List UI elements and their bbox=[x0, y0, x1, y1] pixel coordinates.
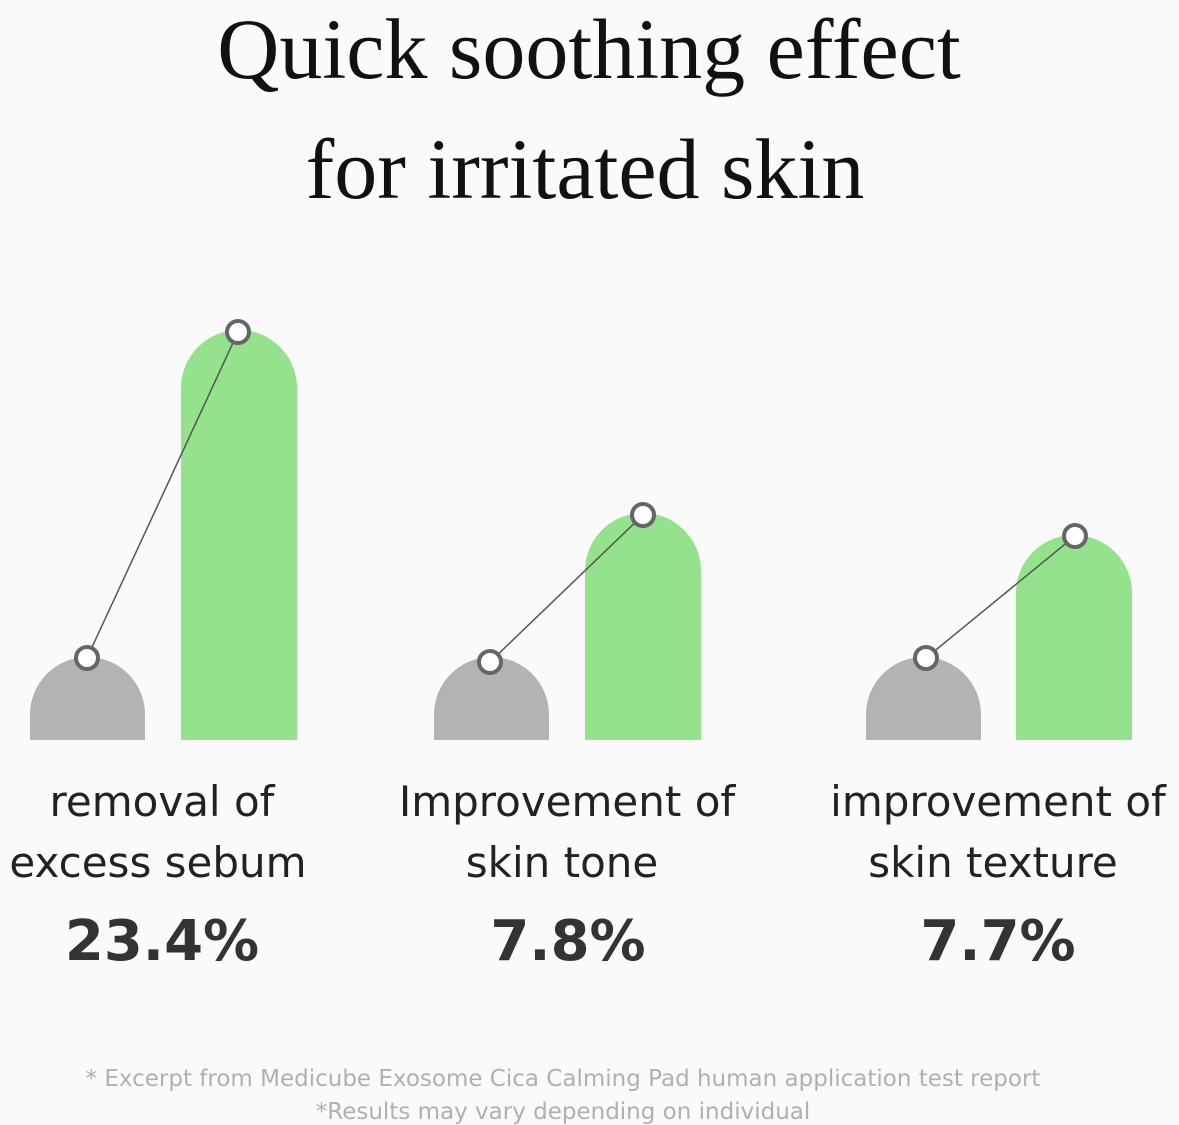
marker bbox=[477, 649, 503, 675]
connector bbox=[489, 514, 644, 663]
item-label: improvement of bbox=[830, 777, 1167, 826]
item-label: excess sebum bbox=[9, 838, 306, 887]
item-value: 7.7% bbox=[920, 909, 1075, 974]
item-label: skin texture bbox=[868, 838, 1118, 887]
marker bbox=[1062, 523, 1088, 549]
item-value: 7.8% bbox=[490, 909, 645, 974]
before-bar bbox=[434, 657, 549, 740]
item-label: Improvement of bbox=[399, 777, 737, 826]
connector bbox=[86, 331, 239, 659]
before-bar bbox=[866, 657, 981, 740]
title-line: for irritated skin bbox=[306, 121, 865, 217]
item-label: removal of bbox=[50, 777, 276, 826]
item-value: 23.4% bbox=[65, 909, 259, 974]
marker bbox=[913, 645, 939, 671]
footnote: *Results may vary depending on individua… bbox=[316, 1099, 811, 1125]
title-line: Quick soothing effect bbox=[217, 1, 961, 97]
before-bar bbox=[30, 657, 145, 740]
marker bbox=[74, 645, 100, 671]
after-bar bbox=[181, 330, 297, 740]
after-bar bbox=[585, 513, 701, 740]
marker bbox=[630, 502, 656, 528]
after-bar bbox=[1016, 535, 1132, 740]
connector bbox=[925, 535, 1076, 659]
marker bbox=[225, 319, 251, 345]
footnote: * Excerpt from Medicube Exosome Cica Cal… bbox=[86, 1066, 1041, 1092]
item-label: skin tone bbox=[466, 838, 658, 887]
